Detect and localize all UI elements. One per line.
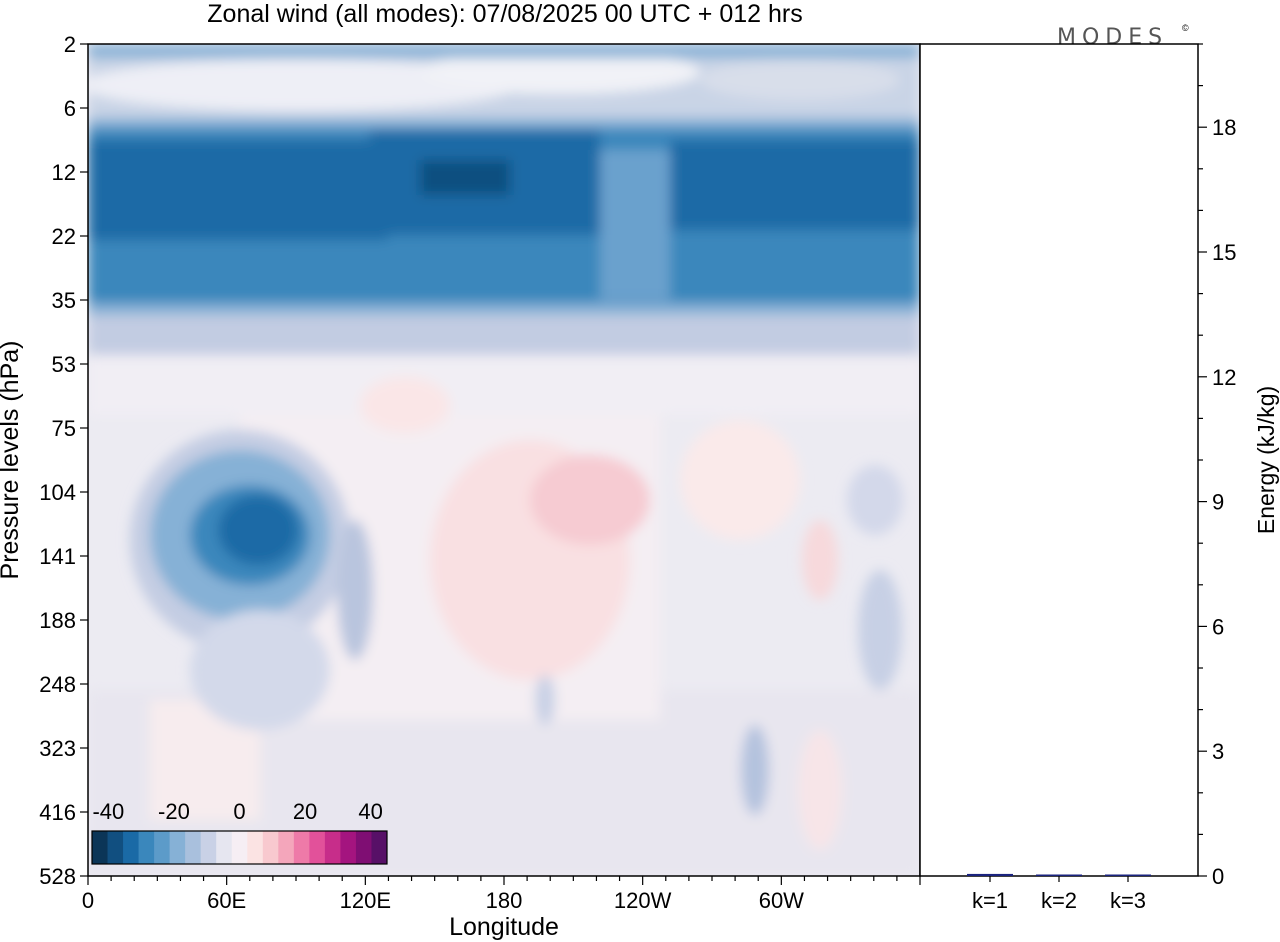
- y-axis-label: Pressure levels (hPa): [0, 341, 24, 580]
- colorbar-swatch: [340, 831, 357, 864]
- field-jet-peak: [420, 160, 510, 195]
- energy-tick-label: 15: [1212, 240, 1236, 265]
- field-pink-5: [802, 520, 838, 600]
- colorbar-swatch: [262, 831, 279, 864]
- colorbar-swatch: [293, 831, 310, 864]
- energy-tick-label: 12: [1212, 365, 1236, 390]
- colorbar-tick-label: -40: [92, 799, 124, 824]
- colorbar-swatch: [138, 831, 155, 864]
- field-zero-band: [88, 355, 920, 415]
- colorbar-frame: [91, 830, 388, 865]
- colorbar-swatch: [309, 831, 326, 864]
- y-tick-label: 141: [39, 544, 76, 569]
- x-tick-label: 120E: [340, 888, 391, 913]
- energy-category-label: k=1: [972, 888, 1008, 913]
- energy-tick-label: 6: [1212, 614, 1224, 639]
- x-tick-label: 60W: [759, 888, 804, 913]
- field-blob-tail: [190, 610, 330, 730]
- y-tick-label: 75: [52, 416, 76, 441]
- y-tick-label: 188: [39, 608, 76, 633]
- y-tick-label: 248: [39, 672, 76, 697]
- field-top-edge: [88, 44, 920, 58]
- energy-bar: [967, 873, 1013, 876]
- colorbar-tick-label: -20: [158, 799, 190, 824]
- colorbar-tick-label: 40: [358, 799, 382, 824]
- energy-axis: 0 3 6 9 12 15 18: [1198, 43, 1236, 889]
- x-tick-label: 0: [82, 888, 94, 913]
- colorbar-swatch: [216, 831, 233, 864]
- colorbar-swatch: [371, 831, 388, 864]
- colorbar-swatch: [231, 831, 248, 864]
- y-tick-label: 53: [52, 352, 76, 377]
- energy-category-label: k=3: [1110, 888, 1146, 913]
- colorbar-swatch: [154, 831, 171, 864]
- field-pink-2: [530, 455, 650, 545]
- energy-tick-label: 9: [1212, 490, 1224, 515]
- colorbar-swatch: [247, 831, 264, 864]
- colorbar-swatch: [92, 831, 109, 864]
- x-tick-label: 180: [486, 888, 523, 913]
- y-tick-label: 2: [64, 32, 76, 57]
- y-tick-label: 6: [64, 96, 76, 121]
- energy-bar: [1036, 874, 1082, 876]
- field-pink-3: [360, 377, 450, 433]
- field-top-light-2: [420, 50, 700, 94]
- x-axis: 0 60E 120E 180 120W 60W: [82, 876, 921, 913]
- colorbar-swatch: [169, 831, 186, 864]
- colorbar-tick-label: 20: [293, 799, 317, 824]
- field-jet-fringe: [88, 315, 920, 355]
- energy-panel-frame: [919, 43, 1199, 877]
- colorbar-swatch: [107, 831, 124, 864]
- field-blob-core: [218, 495, 298, 565]
- x-tick-label: 60E: [207, 888, 246, 913]
- field-jet-gap: [600, 150, 670, 300]
- colorbar-swatch: [278, 831, 295, 864]
- energy-tick-label: 3: [1212, 739, 1224, 764]
- colorbar-swatch: [200, 831, 217, 864]
- energy-tick-label: 0: [1212, 864, 1224, 889]
- energy-bars: [967, 873, 1151, 882]
- logo-mark: ©: [1182, 23, 1189, 33]
- colorbar-tick-label: 0: [233, 799, 245, 824]
- field-jet-core-3: [670, 140, 920, 230]
- colorbar: -40 -20 0 20 40: [91, 799, 388, 865]
- colorbar-swatch: [123, 831, 140, 864]
- field-blob-side: [337, 520, 373, 660]
- y-tick-label: 12: [52, 160, 76, 185]
- energy-tick-label: 18: [1212, 115, 1236, 140]
- y-tick-label: 35: [52, 288, 76, 313]
- field-pink-6: [798, 730, 842, 850]
- colorbar-swatch: [185, 831, 202, 864]
- field-weak-2: [858, 570, 902, 690]
- energy-category-label: k=2: [1041, 888, 1077, 913]
- y-axis: 2 6 12 22 35 53 75 104 141 188 248 323 416 528: [39, 32, 88, 889]
- y-tick-label: 528: [39, 864, 76, 889]
- y-tick-label: 323: [39, 736, 76, 761]
- field-weak-1: [741, 725, 769, 815]
- field-jet-core-1: [88, 140, 388, 240]
- colorbar-swatch: [324, 831, 341, 864]
- field-weak-4: [535, 675, 555, 725]
- y-tick-label: 104: [39, 480, 76, 505]
- field-weak-3: [847, 465, 903, 535]
- field-top-light-1: [88, 59, 520, 111]
- energy-bar-labels: k=1 k=2 k=3: [972, 888, 1146, 913]
- y-tick-label: 416: [39, 800, 76, 825]
- chart-title: Zonal wind (all modes): 07/08/2025 00 UT…: [207, 0, 802, 28]
- x-axis-label: Longitude: [449, 913, 559, 941]
- field-top-light-3: [700, 60, 900, 100]
- x-tick-label: 120W: [614, 888, 672, 913]
- field-pink-4: [680, 420, 800, 540]
- energy-axis-label: Energy (kJ/kg): [1253, 386, 1279, 534]
- y-tick-label: 22: [52, 224, 76, 249]
- heatmap-field: [88, 44, 920, 876]
- colorbar-swatch: [355, 831, 372, 864]
- energy-bar: [1105, 874, 1151, 876]
